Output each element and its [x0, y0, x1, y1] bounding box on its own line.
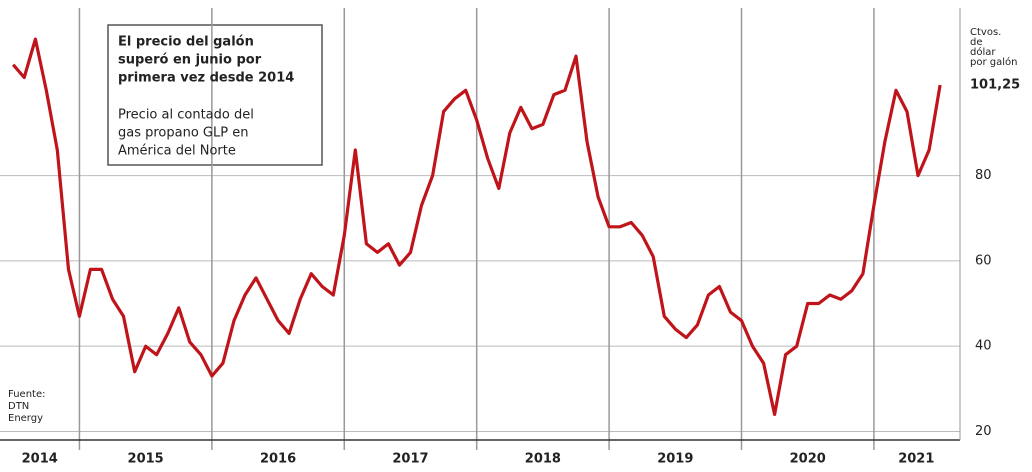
source-label: DTN [8, 401, 29, 412]
x-tick-label: 2018 [525, 452, 561, 467]
annotation-subtitle: América del Norte [118, 144, 236, 159]
x-tick-label: 2021 [898, 452, 934, 467]
unit-label: dólar [970, 46, 996, 58]
unit-label: de [970, 37, 983, 48]
annotation-box [107, 24, 323, 166]
annotation-subtitle: Precio al contado del [118, 108, 254, 123]
x-tick-label: 2020 [790, 452, 826, 467]
annotation-title: El precio del galón [118, 35, 254, 50]
x-tick-label: 2017 [392, 452, 428, 467]
y-tick-label: 60 [975, 253, 992, 268]
x-tick-label: 2019 [657, 452, 693, 467]
price-line [11, 37, 942, 416]
unit-label: Ctvos. [970, 27, 1001, 38]
unit-label: por galón [970, 56, 1017, 68]
y-tick-label: 40 [975, 339, 992, 354]
y-tick-label: 80 [975, 168, 992, 183]
source-label: Fuente: [8, 389, 45, 400]
annotation-subtitle: gas propano GLP en [118, 126, 248, 141]
end-value-label: 101,25 [970, 77, 1020, 92]
annotation-title: superó en junio por [118, 53, 262, 68]
x-tick-label: 2014 [22, 452, 58, 467]
annotation-title: primera vez desde 2014 [118, 71, 294, 86]
x-tick-label: 2015 [128, 452, 164, 467]
source-label: Energy [8, 413, 43, 424]
x-tick-label: 2016 [260, 452, 296, 467]
y-tick-label: 20 [975, 424, 992, 439]
